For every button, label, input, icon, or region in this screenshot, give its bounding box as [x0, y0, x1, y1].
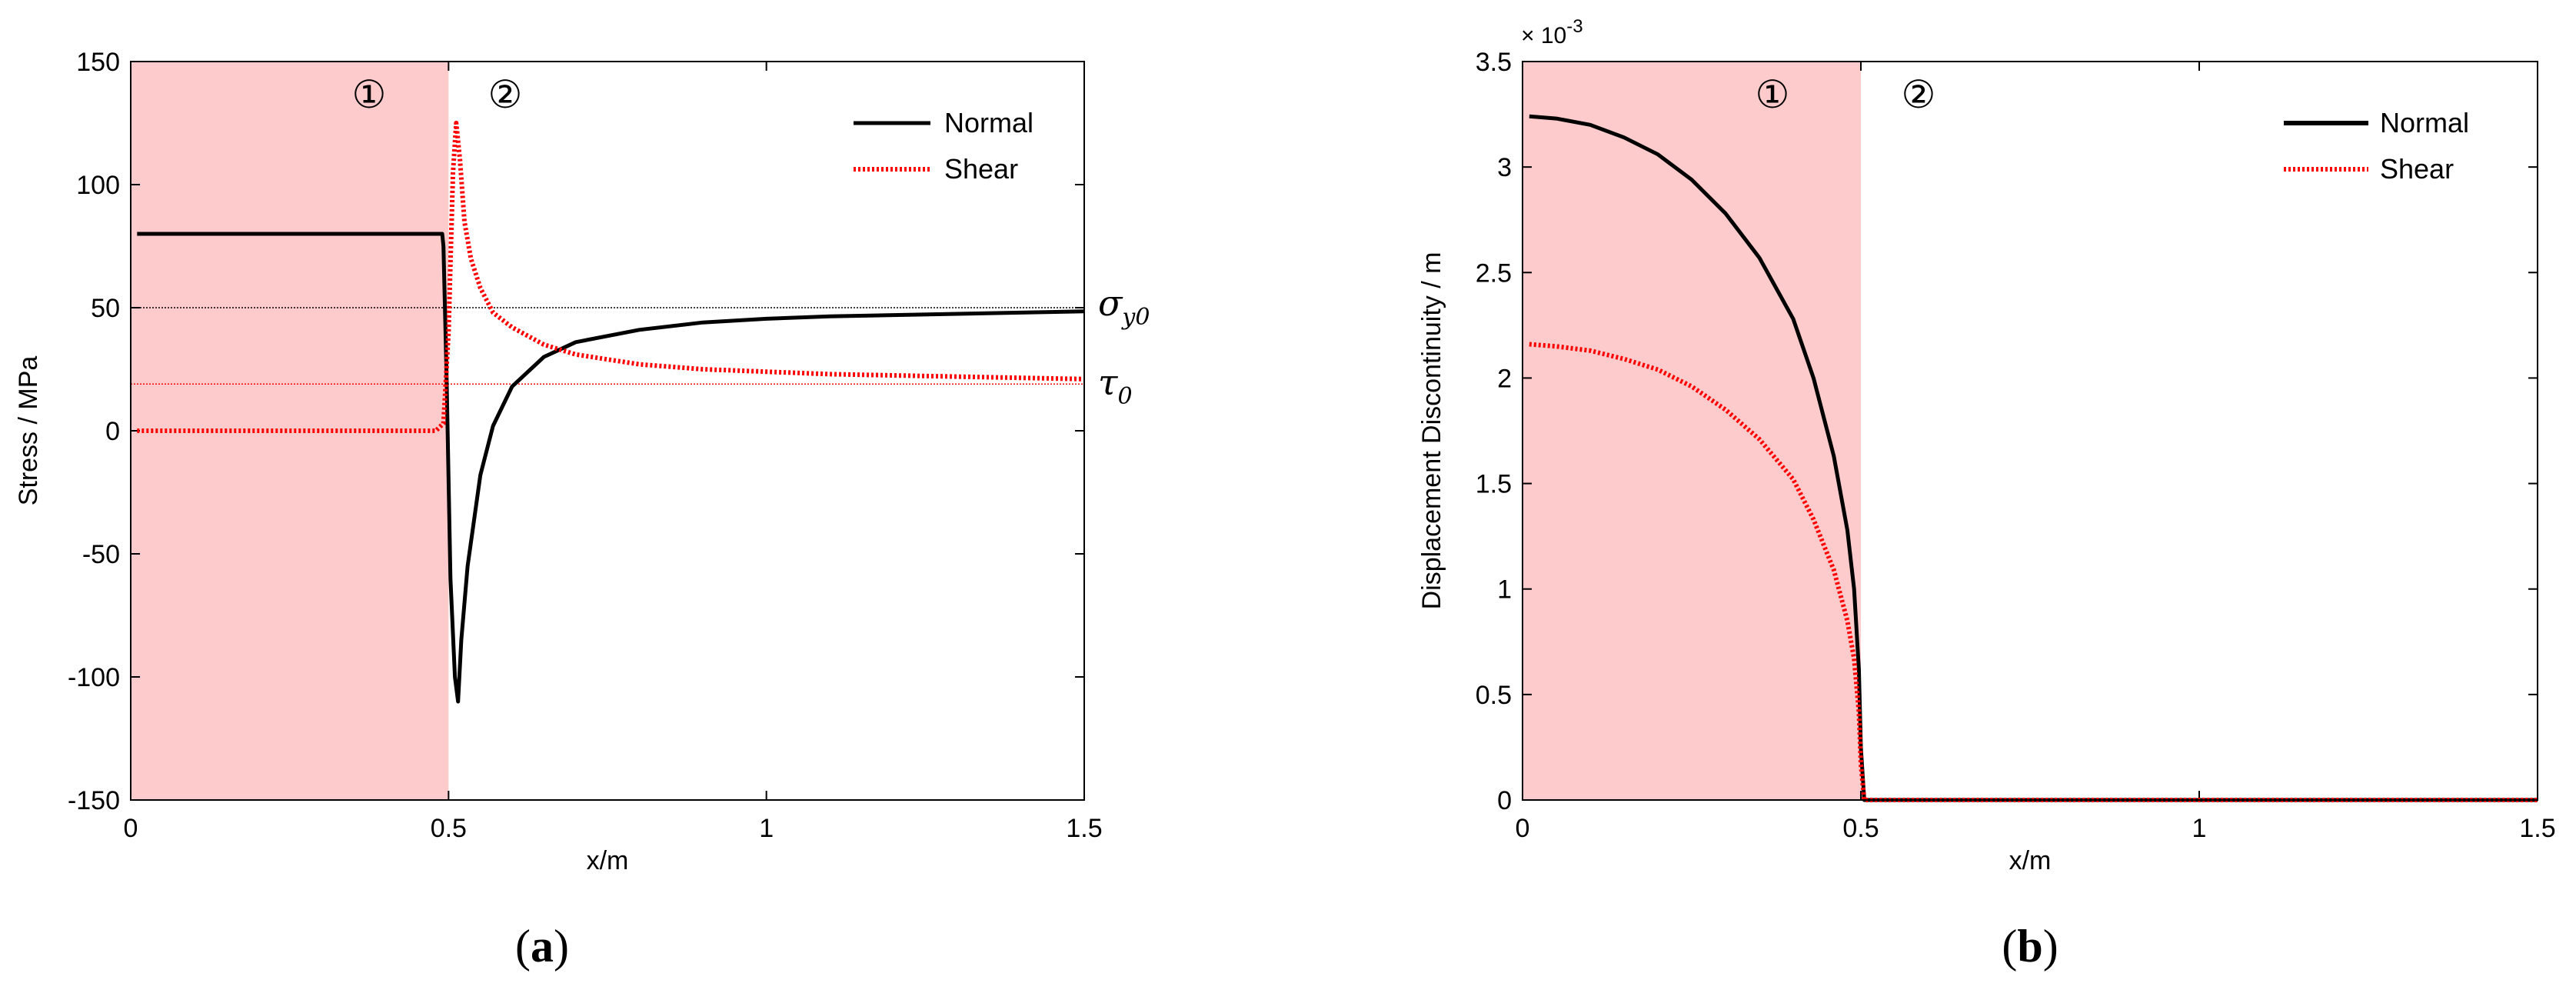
panel-b-y-tick-label: 2 — [1497, 364, 1512, 393]
panel-a-x-tick-label: 0.5 — [431, 814, 467, 843]
panel-a-y-axis-label: Stress / MPa — [14, 356, 43, 506]
panel-b-y-tick-label: 1.5 — [1476, 470, 1512, 499]
panel-a-legend-shear: Shear — [944, 153, 1018, 185]
panel-a-y-tick-label: 50 — [91, 294, 120, 323]
panel-a-region-2-label: ② — [488, 72, 523, 117]
panel-a-x-axis-label: x/m — [587, 846, 629, 875]
panel-a-y-tick-label: -50 — [82, 540, 120, 569]
panel-a-x-tick-label: 1 — [759, 814, 774, 843]
panel-a-legend: Normal Shear — [854, 107, 1033, 185]
panel-b-y-tick-label: 3.5 — [1476, 48, 1512, 77]
panel-a-y-tick-label: -150 — [68, 786, 120, 815]
panel-b-x-tick-label: 0 — [1516, 814, 1530, 843]
panel-a-sigma-annotation: σy0 — [1098, 282, 1150, 331]
panel-b-y-tick-label: 1 — [1497, 575, 1512, 605]
panel-b-y-tick-label: 2.5 — [1476, 258, 1512, 288]
panel-a-y-tick-label: -100 — [68, 663, 120, 692]
panel-b-y-tick-label: 0.5 — [1476, 681, 1512, 710]
panel-b-shaded-region — [1523, 62, 1861, 800]
panel-a-series-shear-line — [137, 121, 1085, 433]
panel-a-legend-normal: Normal — [944, 107, 1033, 138]
panel-b-x-tick-label: 1 — [2192, 814, 2207, 843]
panel-b-y-axis-label: Displacement Discontinuity / m — [1417, 252, 1446, 610]
panel-b-y-tick-label: 3 — [1497, 153, 1512, 182]
panel-a-tau-annotation: τ0 — [1098, 362, 1133, 410]
panel-a-x-tick-label: 0 — [124, 814, 138, 843]
panel-b-x-tick-label: 1.5 — [2519, 814, 2555, 843]
panel-a-caption: (a) — [515, 921, 569, 972]
panel-b-caption: (b) — [2002, 921, 2058, 972]
panel-b-legend-shear: Shear — [2380, 153, 2454, 185]
panel-b-region-1-label: ① — [1756, 72, 1790, 117]
panel-b-x-tick-label: 0.5 — [1842, 814, 1879, 843]
panel-b-x-axis-label: x/m — [2009, 846, 2052, 875]
panel-b-plot-frame — [1522, 61, 2538, 801]
panel-b-legend-normal: Normal — [2380, 107, 2469, 138]
panel-a-y-tick-label: 100 — [76, 171, 120, 200]
panel-b-displacement-chart: 0 0.5 1 1.5 0 0.5 1 1.5 2 2.5 3 3.5 ① ② × 10-3 Norm… — [1417, 16, 2556, 972]
panel-a-plot-frame — [130, 61, 1085, 801]
panel-a-series-normal-line — [137, 232, 1085, 704]
panel-a-y-tick-label: 150 — [76, 48, 120, 77]
panel-a-x-tick-label: 1.5 — [1066, 814, 1102, 843]
panel-b-scale-factor: × 10-3 — [1521, 16, 1583, 48]
panel-b-legend: Normal Shear — [2284, 107, 2469, 185]
panel-a-region-1-label: ① — [352, 72, 387, 117]
panel-b-y-tick-label: 0 — [1497, 786, 1512, 815]
panel-b-region-2-label: ② — [1902, 72, 1936, 117]
panel-a-y-tick-label: 0 — [105, 417, 120, 446]
